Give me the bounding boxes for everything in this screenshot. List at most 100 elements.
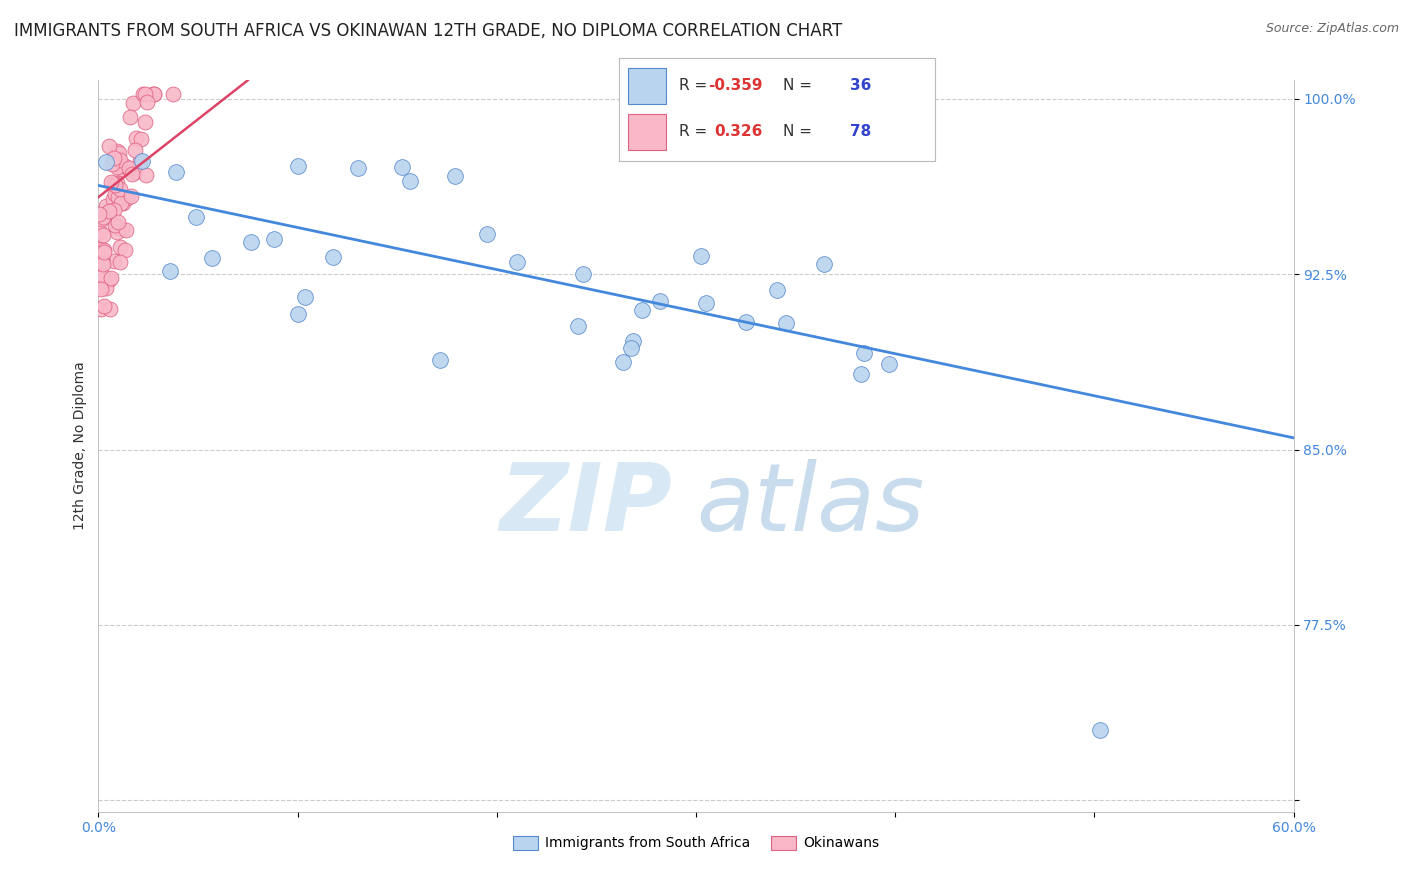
Point [103, 192, 125, 206]
Point [184, 210, 207, 224]
Point [90, 267, 112, 281]
Point [391, 160, 413, 174]
Point [201, 251, 224, 265]
Point [734, 315, 756, 329]
Point [131, 153, 153, 168]
Point [91, 210, 114, 224]
Point [766, 283, 789, 297]
Text: R =: R = [679, 78, 707, 93]
Point [108, 146, 131, 161]
Point [612, 354, 634, 368]
Point [98, 273, 121, 287]
Point [107, 225, 129, 239]
Point [94, 155, 117, 169]
Text: 0.326: 0.326 [714, 124, 762, 139]
Point [347, 161, 370, 175]
FancyBboxPatch shape [628, 114, 666, 150]
Text: atlas: atlas [696, 459, 924, 550]
Point [107, 215, 129, 229]
Point [90, 242, 112, 256]
Point [115, 223, 138, 237]
Point [94, 199, 117, 213]
Text: 78: 78 [851, 124, 872, 139]
Point [121, 167, 143, 181]
Point [263, 232, 285, 246]
Point [104, 186, 127, 201]
Point [143, 87, 166, 102]
Point [91, 228, 114, 243]
Point [429, 352, 451, 367]
Text: N =: N = [783, 124, 813, 139]
Point [294, 290, 316, 304]
Point [89, 280, 111, 294]
Point [111, 161, 134, 176]
Point [142, 87, 165, 102]
Point [94, 281, 117, 295]
Point [322, 250, 344, 264]
Point [89, 225, 111, 239]
Point [877, 357, 900, 371]
Point [108, 254, 131, 268]
Point [131, 87, 153, 102]
Point [98, 302, 121, 317]
Point [621, 334, 644, 348]
Text: R =: R = [679, 124, 707, 139]
Point [399, 173, 422, 187]
Text: N =: N = [783, 78, 813, 93]
Point [111, 221, 134, 235]
Text: 36: 36 [851, 78, 872, 93]
Point [103, 176, 125, 190]
Point [101, 157, 124, 171]
Point [90, 302, 112, 317]
Point [108, 153, 131, 168]
Text: IMMIGRANTS FROM SOUTH AFRICA VS OKINAWAN 12TH GRADE, NO DIPLOMA CORRELATION CHAR: IMMIGRANTS FROM SOUTH AFRICA VS OKINAWAN… [14, 22, 842, 40]
Point [90, 252, 112, 266]
Point [100, 271, 122, 285]
Point [240, 235, 263, 249]
Point [93, 299, 115, 313]
Point [91, 257, 114, 271]
Point [118, 110, 141, 124]
Point [108, 240, 131, 254]
Point [107, 190, 129, 204]
Point [93, 243, 115, 257]
Point [136, 95, 159, 110]
Point [506, 255, 529, 269]
Point [143, 87, 166, 102]
Point [112, 195, 135, 210]
Point [89, 250, 111, 264]
Text: ZIP: ZIP [499, 458, 672, 550]
Point [1090, 723, 1112, 737]
Point [125, 131, 148, 145]
Point [96, 206, 118, 220]
Point [122, 96, 145, 111]
Point [695, 296, 717, 310]
Point [104, 178, 127, 193]
Point [105, 160, 128, 174]
Point [689, 249, 711, 263]
FancyBboxPatch shape [628, 69, 666, 104]
Point [287, 160, 309, 174]
Point [650, 294, 672, 309]
Point [118, 161, 141, 175]
Point [477, 227, 499, 241]
Point [98, 138, 121, 153]
Point [105, 220, 128, 235]
Point [107, 176, 129, 190]
Point [134, 115, 156, 129]
Point [93, 245, 115, 260]
Text: Source: ZipAtlas.com: Source: ZipAtlas.com [1265, 22, 1399, 36]
Point [91, 212, 114, 227]
Point [90, 247, 112, 261]
Point [98, 203, 121, 218]
Point [165, 165, 187, 179]
Point [87, 207, 110, 221]
Point [91, 268, 114, 283]
Point [129, 153, 152, 168]
Point [124, 164, 146, 178]
Point [112, 160, 135, 174]
Point [100, 175, 122, 189]
Point [103, 254, 125, 268]
Point [813, 257, 835, 271]
Point [91, 253, 114, 268]
